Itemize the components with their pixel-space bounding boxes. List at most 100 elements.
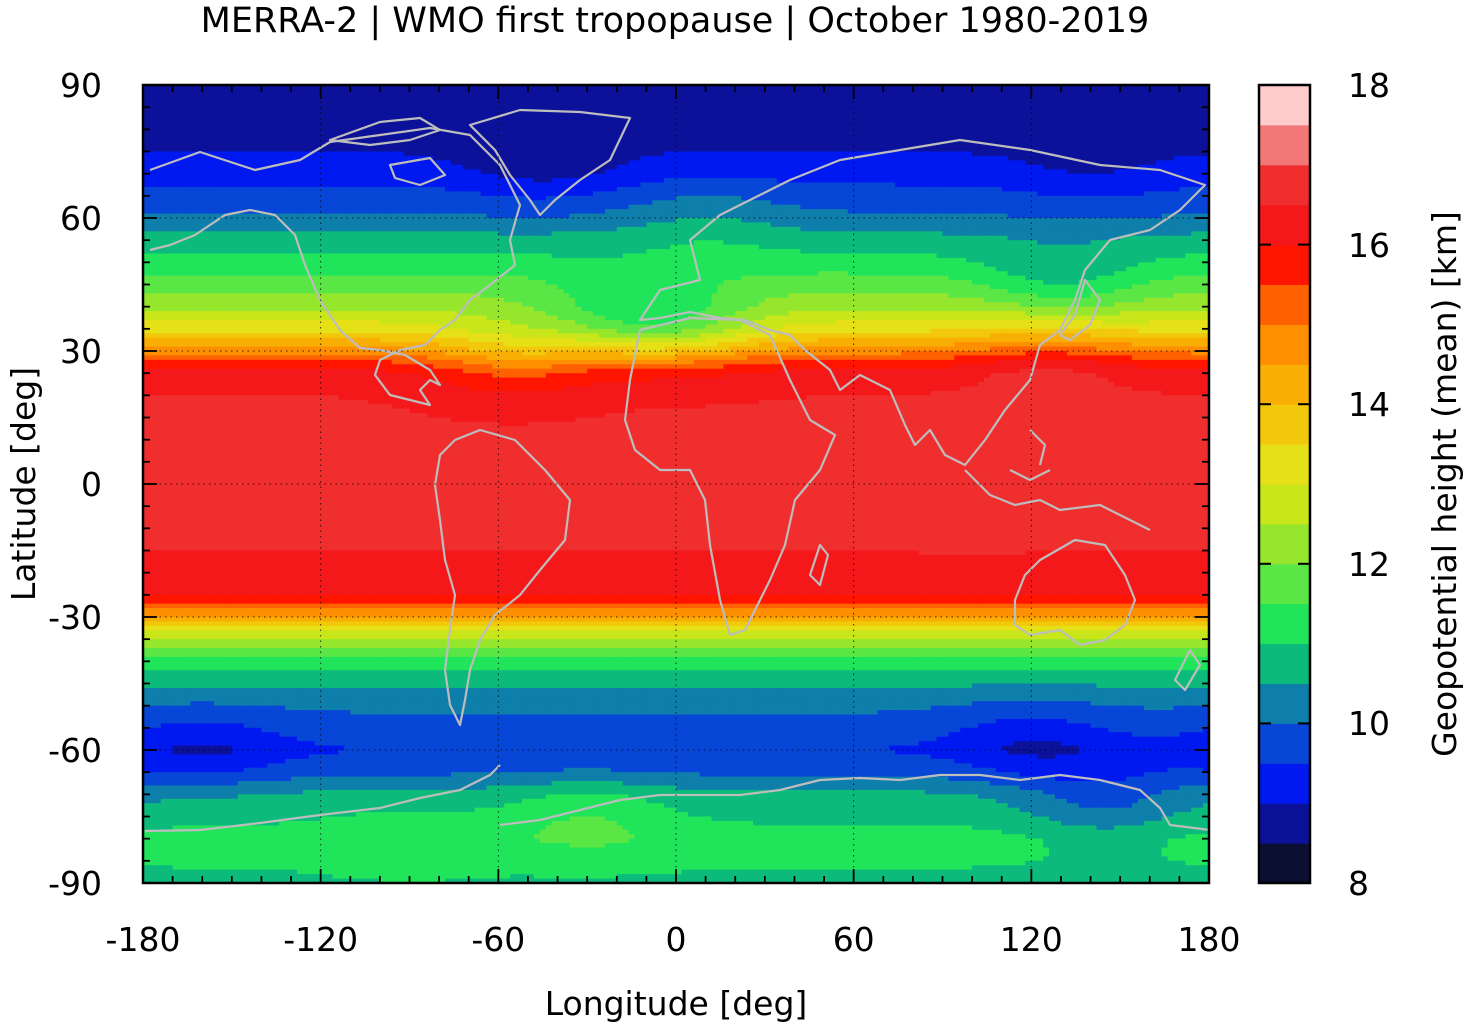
heat-cell <box>350 205 357 210</box>
heat-cell <box>392 191 399 196</box>
heat-cell <box>948 143 955 148</box>
heat-cell <box>717 125 724 130</box>
heat-cell <box>1002 160 1009 165</box>
heat-cell <box>415 89 422 94</box>
heat-cell <box>469 178 476 183</box>
heat-cell <box>291 94 298 99</box>
heat-cell <box>854 94 861 99</box>
heat-cell <box>327 89 334 94</box>
heat-cell <box>943 196 950 201</box>
heat-cell <box>664 205 671 210</box>
heat-cell <box>777 116 784 121</box>
heat-cell <box>889 138 896 143</box>
heat-cell <box>747 120 754 125</box>
heat-cell <box>173 169 180 174</box>
heat-cell <box>895 187 902 192</box>
heat-cell <box>931 156 938 161</box>
heat-cell <box>1138 112 1145 117</box>
heat-cell <box>753 89 760 94</box>
heat-cell <box>800 89 807 94</box>
heat-cell <box>534 89 541 94</box>
heat-cell <box>202 112 209 117</box>
heat-cell <box>546 174 553 179</box>
heat-cell <box>1120 138 1127 143</box>
heat-cell <box>605 183 612 188</box>
heat-cell <box>303 196 310 201</box>
heat-cell <box>374 152 381 157</box>
heat-cell <box>309 165 316 170</box>
heat-cell <box>1043 183 1050 188</box>
heat-cell <box>617 169 624 174</box>
heat-cell <box>783 205 790 210</box>
heat-cell <box>374 94 381 99</box>
heat-cell <box>279 120 286 125</box>
heat-cell <box>558 134 565 139</box>
heat-cell <box>1179 134 1186 139</box>
heat-cell <box>658 94 665 99</box>
heat-cell <box>534 156 541 161</box>
heat-cell <box>747 89 754 94</box>
heat-cell <box>179 174 186 179</box>
heat-cell <box>984 160 991 165</box>
heat-cell <box>1091 112 1098 117</box>
heat-cell <box>214 143 221 148</box>
heat-cell <box>842 200 849 205</box>
heat-cell <box>569 165 576 170</box>
heat-cell <box>830 152 837 157</box>
heat-cell <box>1185 152 1192 157</box>
heat-cell <box>350 94 357 99</box>
heat-cell <box>771 152 778 157</box>
heat-cell <box>937 152 944 157</box>
heat-cell <box>866 160 873 165</box>
heat-cell <box>706 138 713 143</box>
heat-cell <box>1132 147 1139 152</box>
heat-cell <box>273 125 280 130</box>
heat-cell <box>439 98 446 103</box>
heat-cell <box>463 160 470 165</box>
heat-cell <box>712 103 719 108</box>
heat-cell <box>818 129 825 134</box>
heat-cell <box>741 89 748 94</box>
heat-cell <box>581 196 588 201</box>
heat-cell <box>279 147 286 152</box>
heat-cell <box>155 152 162 157</box>
heat-cell <box>362 200 369 205</box>
heat-cell <box>285 187 292 192</box>
heat-cell <box>747 178 754 183</box>
heat-cell <box>836 205 843 210</box>
heat-cell <box>1138 200 1145 205</box>
heat-cell <box>569 143 576 148</box>
heat-cell <box>250 120 257 125</box>
heat-cell <box>1138 138 1145 143</box>
heat-cell <box>599 147 606 152</box>
heat-cell <box>1162 103 1169 108</box>
heat-cell <box>611 94 618 99</box>
heat-cell <box>374 156 381 161</box>
heat-cell <box>149 112 156 117</box>
heat-cell <box>279 103 286 108</box>
heat-cell <box>907 112 914 117</box>
heat-cell <box>297 112 304 117</box>
heat-cell <box>658 116 665 121</box>
heat-cell <box>765 147 772 152</box>
heat-cell <box>522 178 529 183</box>
heat-cell <box>1019 169 1026 174</box>
heat-cell <box>427 89 434 94</box>
heat-cell <box>356 205 363 210</box>
heat-cell <box>658 103 665 108</box>
heat-cell <box>765 112 772 117</box>
heat-cell <box>996 138 1003 143</box>
heat-cell <box>753 98 760 103</box>
heat-cell <box>155 129 162 134</box>
heat-cell <box>244 183 251 188</box>
heat-cell <box>333 152 340 157</box>
heat-cell <box>871 160 878 165</box>
heat-cell <box>789 200 796 205</box>
heat-cell <box>522 156 529 161</box>
heat-cell <box>812 129 819 134</box>
heat-cell <box>451 160 458 165</box>
heat-cell <box>712 147 719 152</box>
heat-cell <box>996 116 1003 121</box>
heat-cell <box>1132 112 1139 117</box>
heat-cell <box>279 174 286 179</box>
